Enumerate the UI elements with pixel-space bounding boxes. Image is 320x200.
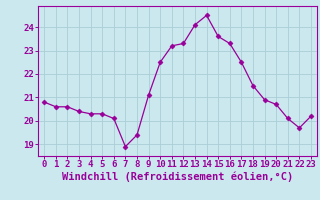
X-axis label: Windchill (Refroidissement éolien,°C): Windchill (Refroidissement éolien,°C) [62, 172, 293, 182]
